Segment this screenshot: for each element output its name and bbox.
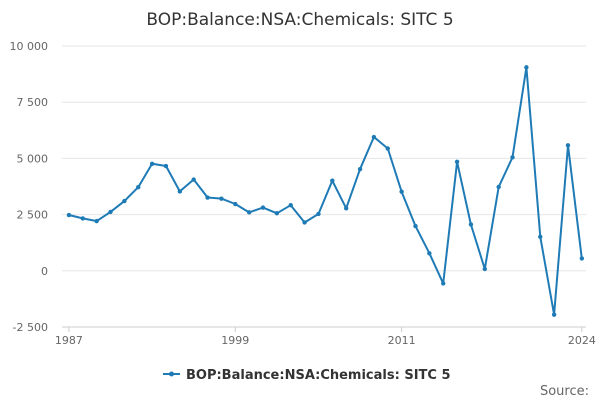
data-point[interactable] bbox=[482, 266, 488, 272]
data-point[interactable] bbox=[288, 202, 293, 208]
data-point[interactable] bbox=[496, 184, 501, 190]
data-point[interactable] bbox=[551, 312, 557, 317]
x-tick-label: 1999 bbox=[221, 334, 249, 347]
y-tick-label: 7 500 bbox=[17, 96, 49, 109]
grid-layer bbox=[62, 45, 586, 328]
data-point[interactable] bbox=[302, 220, 307, 225]
data-point[interactable] bbox=[191, 177, 196, 182]
data-point[interactable] bbox=[538, 234, 543, 240]
data-point[interactable] bbox=[427, 251, 432, 256]
data-point[interactable] bbox=[274, 211, 280, 216]
data-point[interactable] bbox=[343, 206, 349, 211]
data-point[interactable] bbox=[246, 210, 252, 215]
y-tick-label: 5 000 bbox=[17, 152, 49, 165]
data-point[interactable] bbox=[441, 281, 446, 286]
data-point[interactable] bbox=[565, 143, 571, 148]
data-point[interactable] bbox=[233, 201, 238, 207]
data-point[interactable] bbox=[136, 184, 141, 190]
x-tick-label: 2024 bbox=[568, 334, 596, 347]
y-tick-label: 0 bbox=[41, 265, 48, 278]
x-tick-label: 1987 bbox=[55, 334, 83, 347]
data-point[interactable] bbox=[316, 211, 321, 217]
data-point[interactable] bbox=[454, 159, 460, 164]
source-label: Source: bbox=[540, 384, 589, 399]
data-point[interactable] bbox=[524, 65, 529, 70]
data-point[interactable] bbox=[94, 218, 99, 224]
data-point[interactable] bbox=[399, 189, 404, 194]
data-point[interactable] bbox=[108, 209, 113, 215]
series-layer bbox=[66, 65, 585, 317]
y-tick-label: 2 500 bbox=[17, 209, 49, 222]
x-axis: 1987 1999 2011 2024 bbox=[55, 326, 596, 347]
chart-title: BOP:Balance:NSA:Chemicals: SITC 5 bbox=[146, 10, 453, 30]
legend-label: BOP:Balance:NSA:Chemicals: SITC 5 bbox=[186, 368, 451, 383]
data-point[interactable] bbox=[357, 166, 363, 172]
data-point[interactable] bbox=[80, 216, 85, 221]
series-line bbox=[68, 66, 583, 316]
data-point[interactable] bbox=[66, 212, 72, 218]
data-point[interactable] bbox=[260, 205, 266, 210]
data-point[interactable] bbox=[371, 134, 377, 140]
y-axis: 10 000 7 500 5 000 2 500 0 -2 500 bbox=[10, 40, 49, 334]
data-point[interactable] bbox=[510, 155, 515, 160]
legend-swatch-marker bbox=[169, 371, 174, 377]
data-point[interactable] bbox=[219, 196, 224, 201]
data-point[interactable] bbox=[122, 198, 127, 204]
data-point[interactable] bbox=[468, 222, 474, 227]
x-tick-label: 2011 bbox=[388, 334, 416, 347]
data-point[interactable] bbox=[579, 256, 585, 261]
y-tick-label: -2 500 bbox=[13, 321, 48, 334]
data-point[interactable] bbox=[163, 163, 169, 169]
data-point[interactable] bbox=[413, 223, 418, 229]
data-point[interactable] bbox=[205, 195, 210, 200]
data-point[interactable] bbox=[330, 178, 335, 183]
data-point[interactable] bbox=[149, 161, 155, 166]
y-tick-label: 10 000 bbox=[10, 40, 49, 53]
data-point[interactable] bbox=[385, 146, 390, 151]
legend[interactable]: BOP:Balance:NSA:Chemicals: SITC 5 bbox=[163, 368, 451, 383]
data-point[interactable] bbox=[177, 189, 183, 194]
